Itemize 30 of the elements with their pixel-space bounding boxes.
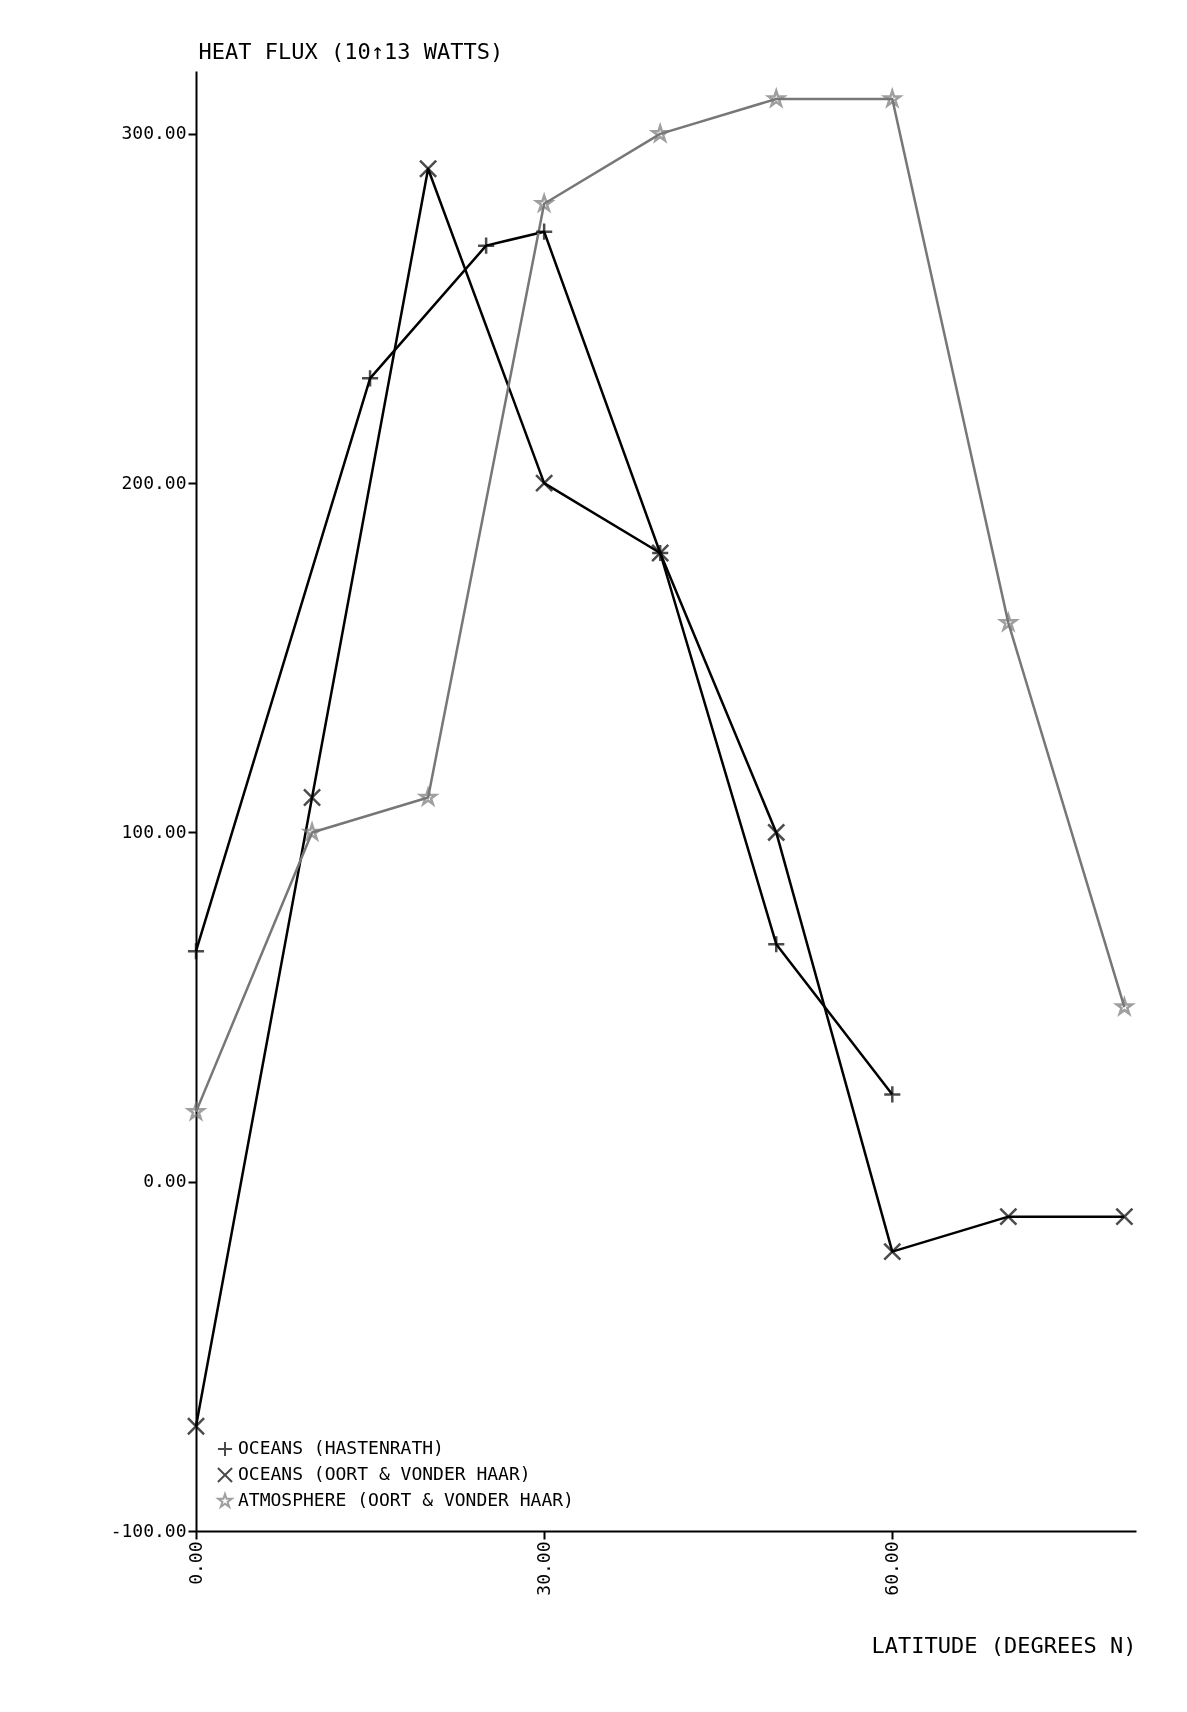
point xyxy=(765,87,788,109)
point xyxy=(881,87,904,109)
y-axis-title: HEAT FLUX (10↑13 WATTS) xyxy=(198,38,504,64)
legend-label: OCEANS (HASTENRATH) xyxy=(238,1437,444,1458)
point xyxy=(418,159,438,179)
point xyxy=(186,941,206,961)
point xyxy=(302,788,322,807)
legend-label: ATMOSPHERE (OORT & VONDER HAAR) xyxy=(238,1489,574,1510)
y-tick-label: 200.00 xyxy=(121,471,187,493)
point xyxy=(882,1242,902,1261)
point xyxy=(999,1207,1018,1226)
point xyxy=(360,369,380,388)
point xyxy=(476,236,496,255)
point xyxy=(882,1085,902,1104)
legend-label: OCEANS (OORT & VONDER HAAR) xyxy=(238,1463,531,1484)
y-tick-label: -100.00 xyxy=(110,1519,187,1541)
point xyxy=(534,222,554,241)
point xyxy=(766,823,786,842)
y-tick-label: 100.00 xyxy=(121,820,187,842)
x-tick-label: 60.00 xyxy=(880,1541,902,1596)
point xyxy=(186,1416,206,1436)
x-tick-label: 30.00 xyxy=(532,1541,554,1596)
x-axis-title: LATITUDE (DEGREES N) xyxy=(871,1632,1137,1658)
point xyxy=(1113,995,1136,1017)
point xyxy=(649,122,670,144)
point xyxy=(1115,1207,1134,1226)
point xyxy=(534,473,554,493)
y-tick-label: 0.00 xyxy=(143,1170,187,1192)
y-tick-label: 300.00 xyxy=(121,122,187,144)
point xyxy=(997,611,1020,633)
